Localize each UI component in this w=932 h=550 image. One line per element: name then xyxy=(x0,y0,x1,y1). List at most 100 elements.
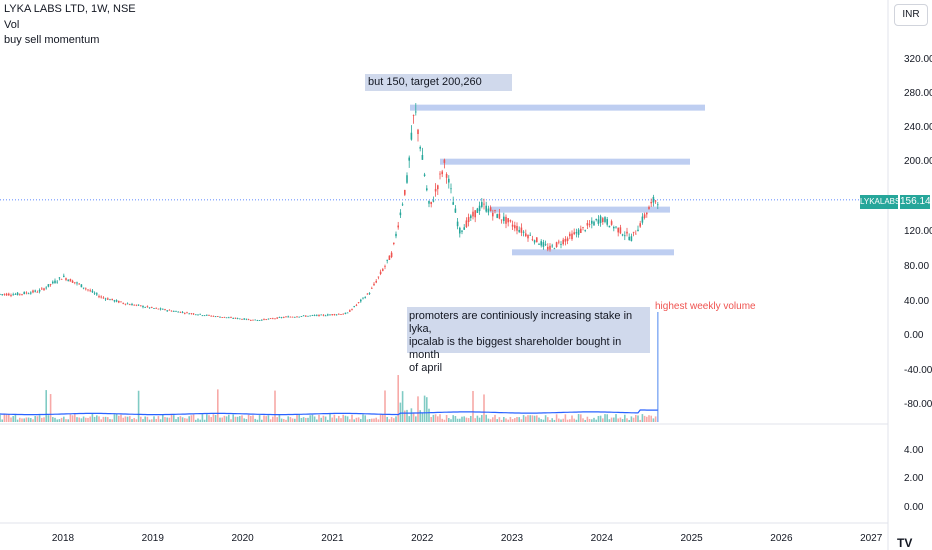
volume-bar xyxy=(353,419,355,422)
y-tick-label: 40.00 xyxy=(904,296,930,307)
candle-body xyxy=(47,284,50,287)
candle-body xyxy=(496,214,498,218)
volume-bar xyxy=(21,418,23,422)
volume-bar xyxy=(487,418,490,422)
volume-bar xyxy=(617,418,619,422)
volume-bar xyxy=(267,415,270,422)
volume-bar xyxy=(234,416,237,422)
candle-body xyxy=(540,241,542,246)
candle-body xyxy=(118,300,120,303)
promoter-annotation[interactable]: promoters are continiously increasing st… xyxy=(407,307,650,374)
volume-bar xyxy=(289,417,292,422)
candle-body xyxy=(503,216,505,222)
candle-body xyxy=(74,282,76,284)
candle-body xyxy=(109,299,111,301)
volume-bar xyxy=(509,416,512,422)
volume-bar xyxy=(470,415,472,422)
candle-body xyxy=(584,230,586,231)
candle-body xyxy=(498,213,501,219)
candle-body xyxy=(511,224,514,227)
candle-body xyxy=(417,129,419,134)
y-tick-label: 200.00 xyxy=(904,156,932,167)
volume-bar xyxy=(525,416,527,422)
candle-body xyxy=(434,188,437,192)
candle-body xyxy=(280,317,283,319)
target-annotation[interactable]: but 150, target 200,260 xyxy=(365,74,512,91)
candle-body xyxy=(353,306,355,308)
volume-bar xyxy=(256,419,259,422)
candle-body xyxy=(441,171,443,175)
candle-body xyxy=(628,236,630,240)
candle-body xyxy=(624,235,626,237)
candle-body xyxy=(533,240,536,243)
volume-bar xyxy=(505,418,507,422)
volume-bar xyxy=(434,414,437,422)
candle-body xyxy=(142,305,144,308)
volume-bar xyxy=(192,414,195,422)
volume-bar xyxy=(212,414,215,422)
candle-body xyxy=(648,206,650,210)
candle-body xyxy=(536,237,538,243)
volume-bar xyxy=(186,418,188,422)
candle-body xyxy=(168,309,171,311)
volume-bar xyxy=(327,419,329,422)
candle-body xyxy=(192,313,195,315)
candle-body xyxy=(225,317,228,319)
currency-button[interactable]: INR xyxy=(894,4,928,26)
volume-bar xyxy=(252,415,254,422)
volume-bar xyxy=(12,416,14,422)
volume-bar xyxy=(463,416,465,422)
candle-body xyxy=(538,244,540,245)
candle-body xyxy=(338,313,340,315)
candle-body xyxy=(135,304,138,306)
candle-body xyxy=(340,314,342,315)
volume-annotation[interactable]: highest weekly volume xyxy=(655,301,756,312)
zone-3 xyxy=(512,249,674,256)
volume-bar xyxy=(144,416,146,422)
candle-body xyxy=(140,305,142,307)
candle-body xyxy=(564,239,567,242)
candle-body xyxy=(615,226,617,228)
candle-body xyxy=(527,234,529,239)
volume-bar xyxy=(635,414,637,422)
candle-body xyxy=(593,221,595,226)
candle-body xyxy=(423,174,426,176)
volume-bar xyxy=(177,417,179,422)
volume-bar xyxy=(652,418,655,422)
candle-body xyxy=(509,220,512,222)
candle-body xyxy=(646,212,648,215)
candle-body xyxy=(470,215,472,219)
candle-body xyxy=(573,232,575,235)
candle-body xyxy=(131,303,133,306)
volume-bar xyxy=(263,415,265,422)
volume-bar xyxy=(393,418,395,422)
candle-body xyxy=(208,314,210,316)
volume-bar xyxy=(481,415,483,422)
volume-bar xyxy=(52,417,54,422)
candle-body xyxy=(404,189,406,195)
volume-bar xyxy=(650,415,652,422)
volume-bar xyxy=(10,417,12,422)
tradingview-logo-icon[interactable]: TV xyxy=(897,536,913,550)
candle-body xyxy=(45,287,47,289)
candle-body xyxy=(478,205,481,212)
volume-bar xyxy=(613,417,615,422)
candle-body xyxy=(591,220,593,224)
volume-bar xyxy=(648,415,650,422)
candle-body xyxy=(360,299,362,302)
candle-body xyxy=(604,217,606,222)
candle-body xyxy=(395,233,397,237)
candle-body xyxy=(113,300,116,302)
volume-bar xyxy=(637,415,639,422)
volume-bar xyxy=(547,417,549,422)
volume-bar xyxy=(445,415,448,422)
candle-body xyxy=(329,314,331,316)
volume-bar xyxy=(239,416,241,422)
x-tick-label: 2018 xyxy=(51,533,75,544)
volume-bar xyxy=(355,417,358,422)
volume-bar xyxy=(478,417,481,422)
volume-bar xyxy=(498,417,501,422)
candle-body xyxy=(500,219,503,221)
promoter-annotation-line-1: promoters are continiously increasing st… xyxy=(409,310,633,335)
